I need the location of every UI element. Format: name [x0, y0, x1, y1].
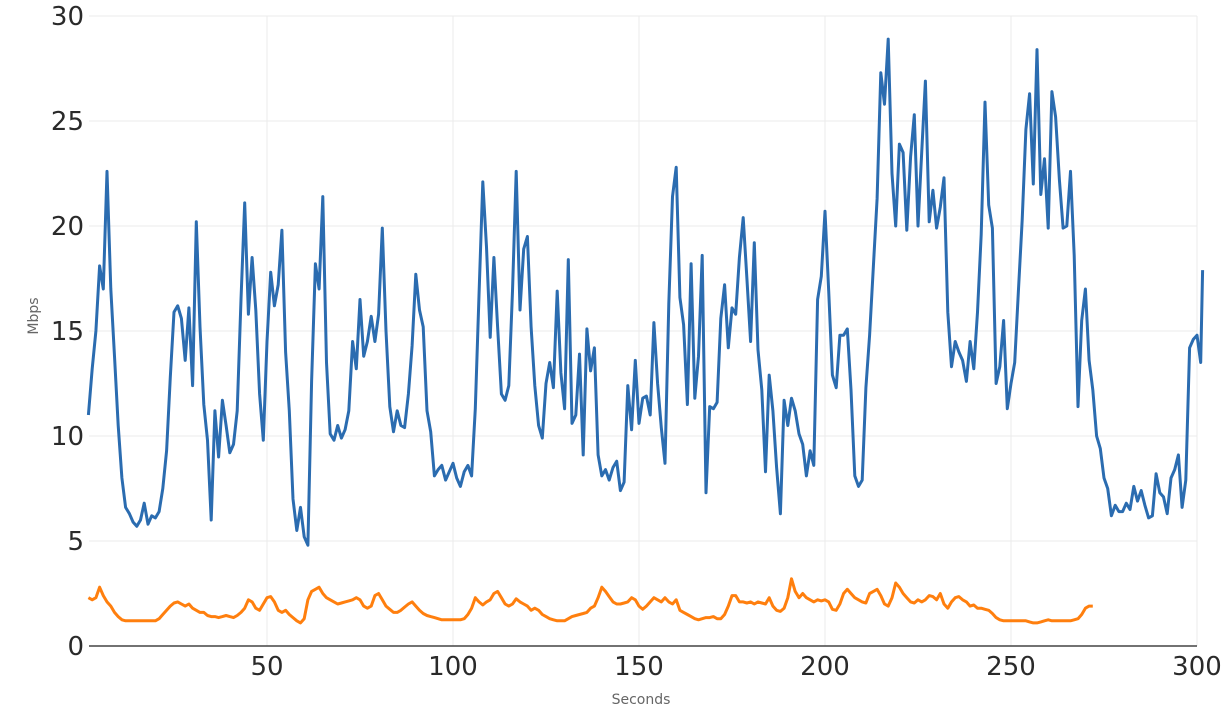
y-tick-label: 30	[51, 2, 84, 32]
y-tick-label: 5	[67, 527, 84, 557]
y-axis-ticks: 0 5 10 15 20 25 30	[51, 2, 84, 662]
y-tick-label: 10	[51, 422, 84, 452]
y-tick-label: 15	[51, 317, 84, 347]
x-tick-label: 200	[800, 652, 850, 682]
x-tick-label: 300	[1172, 652, 1221, 682]
x-axis-ticks: 50 100 150 200 250 300	[250, 652, 1221, 682]
y-tick-label: 25	[51, 107, 84, 137]
x-axis-title: Seconds	[612, 692, 671, 708]
x-tick-label: 150	[614, 652, 664, 682]
series-blue-line	[86, 37, 1205, 547]
x-tick-label: 50	[250, 652, 283, 682]
x-tick-label: 100	[428, 652, 478, 682]
y-tick-label: 20	[51, 212, 84, 242]
x-tick-label: 250	[986, 652, 1036, 682]
gridlines	[89, 15, 1198, 646]
y-axis-title: Mbps	[26, 297, 42, 334]
series-orange-line	[87, 577, 1093, 625]
y-tick-label: 0	[67, 632, 84, 662]
data-series	[86, 37, 1205, 625]
